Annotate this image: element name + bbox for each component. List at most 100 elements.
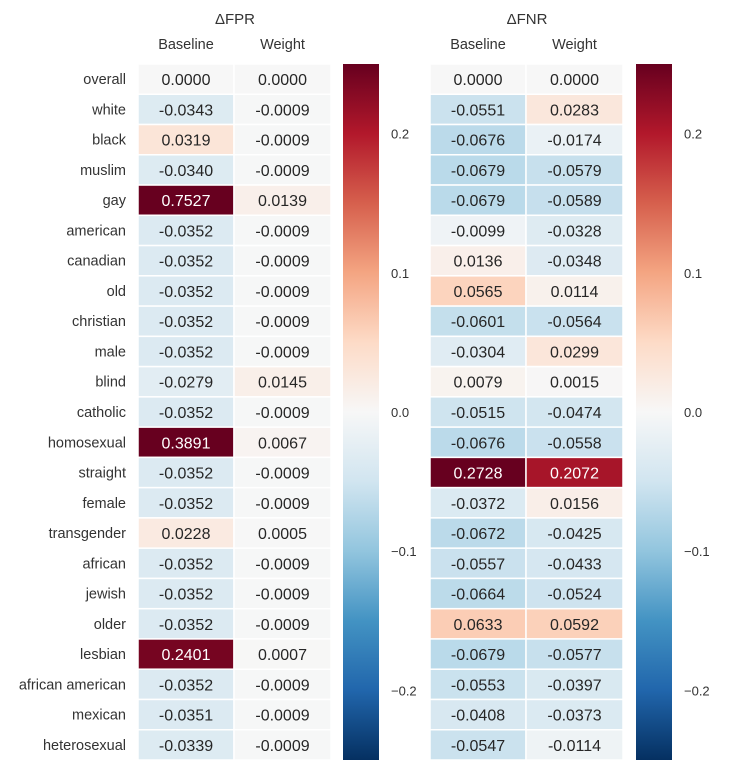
cell-value: -0.0352 — [159, 556, 213, 573]
cell-value: -0.0425 — [547, 526, 601, 543]
cell-value: -0.0009 — [255, 617, 309, 634]
heatmap-cell — [429, 184, 527, 217]
heatmap-cell — [429, 154, 527, 186]
cell-value: 0.0633 — [454, 617, 503, 634]
cell-value: -0.0372 — [451, 496, 505, 513]
heatmap-cell — [525, 365, 624, 398]
cell-value: -0.0676 — [451, 435, 505, 452]
heatmap-cell — [233, 275, 332, 307]
cell-value: -0.0114 — [548, 738, 601, 755]
cell-value: -0.0589 — [547, 193, 601, 210]
cell-value: -0.0328 — [547, 223, 601, 240]
cell-value: 0.0000 — [454, 72, 503, 89]
cell-value: -0.0009 — [255, 677, 309, 694]
cell-value: -0.0352 — [159, 314, 213, 331]
column-header: Baseline — [450, 37, 506, 53]
cell-value: -0.0009 — [255, 405, 309, 422]
row-label: mexican — [72, 708, 126, 724]
colorbar-tick-label: −0.2 — [391, 683, 417, 698]
heatmap-cell — [525, 698, 624, 731]
heatmap-cell — [525, 426, 624, 459]
cell-value: -0.0433 — [547, 556, 601, 573]
cell-value: 0.0114 — [551, 284, 599, 301]
heatmap-cell — [525, 123, 624, 156]
row-label: american — [66, 223, 126, 239]
column-header: Baseline — [158, 37, 214, 53]
cell-value: 0.0000 — [550, 72, 599, 89]
cell-value: -0.0352 — [159, 405, 213, 422]
cell-value: -0.0352 — [159, 344, 213, 361]
cell-value: -0.0352 — [159, 466, 213, 483]
heatmap-cell — [429, 486, 527, 519]
heatmap-cell — [429, 547, 527, 580]
cell-value: -0.0174 — [547, 133, 601, 150]
cell-value: -0.0397 — [547, 677, 601, 694]
heatmap-cell — [525, 517, 624, 549]
colorbar-tick-label: −0.1 — [684, 544, 710, 559]
row-label: gay — [103, 193, 127, 209]
cell-value: -0.0009 — [255, 738, 309, 755]
heatmap-cell — [233, 577, 332, 610]
cell-value: -0.0009 — [255, 556, 309, 573]
heatmap-cell — [137, 365, 235, 398]
heatmap-cell — [233, 668, 332, 701]
row-label: transgender — [49, 526, 127, 542]
heatmap-cell — [429, 123, 527, 156]
heatmap-cell — [137, 396, 235, 428]
cell-value: 0.0005 — [258, 526, 307, 543]
heatmap-cell — [429, 577, 527, 610]
cell-value: -0.0551 — [451, 102, 505, 119]
cell-value: 0.2728 — [454, 466, 503, 483]
cell-value: 0.0283 — [550, 102, 599, 119]
heatmap-cell — [137, 728, 235, 761]
cell-value: -0.0352 — [159, 223, 213, 240]
colorbar-tick-label: 0.2 — [391, 127, 409, 142]
cell-value: -0.0515 — [451, 405, 505, 422]
heatmap-cell — [233, 154, 332, 186]
cell-value: 0.0156 — [550, 496, 599, 513]
heatmap-cell — [525, 577, 624, 610]
heatmap-cell — [525, 668, 624, 701]
cell-value: -0.0408 — [451, 708, 505, 725]
cell-value: -0.0679 — [451, 647, 505, 664]
cell-value: 0.0565 — [454, 284, 503, 301]
cell-value: -0.0553 — [451, 677, 505, 694]
cell-value: -0.0524 — [547, 587, 601, 604]
heatmap-cell — [233, 63, 332, 96]
row-label: black — [92, 133, 127, 149]
cell-value: -0.0676 — [451, 133, 505, 150]
heatmap-cell — [525, 335, 624, 368]
heatmap-cell — [233, 244, 332, 277]
row-label: heterosexual — [43, 738, 126, 754]
cell-value: 0.0000 — [162, 72, 211, 89]
cell-value: -0.0009 — [255, 102, 309, 119]
heatmap-cell — [429, 698, 527, 731]
cell-value: -0.0577 — [547, 647, 601, 664]
cell-value: 0.0000 — [258, 72, 307, 89]
heatmap-cell — [233, 396, 332, 428]
heatmap-cell — [233, 365, 332, 398]
cell-value: -0.0009 — [255, 708, 309, 725]
cell-value: 0.0145 — [258, 375, 307, 392]
colorbar-tick-label: 0.1 — [391, 266, 409, 281]
cell-value: 0.0007 — [258, 647, 307, 664]
heatmap-cell — [525, 456, 624, 489]
chart-title: ΔFNR — [507, 11, 548, 28]
cell-value: -0.0009 — [255, 163, 309, 180]
colorbar-tick-label: 0.0 — [391, 405, 409, 420]
heatmap-cell — [429, 517, 527, 549]
heatmap-cell — [525, 547, 624, 580]
heatmap-cell — [233, 123, 332, 156]
row-label: female — [82, 496, 126, 512]
cell-value: -0.0352 — [159, 254, 213, 271]
heatmap-cell — [429, 275, 527, 307]
heatmap-cell — [429, 728, 527, 761]
cell-value: -0.0664 — [451, 587, 505, 604]
row-label: white — [91, 102, 126, 118]
row-label: overall — [83, 72, 126, 88]
cell-value: -0.0009 — [255, 254, 309, 271]
heatmap-cell — [429, 244, 527, 277]
cell-value: -0.0009 — [255, 223, 309, 240]
cell-value: -0.0373 — [547, 708, 601, 725]
